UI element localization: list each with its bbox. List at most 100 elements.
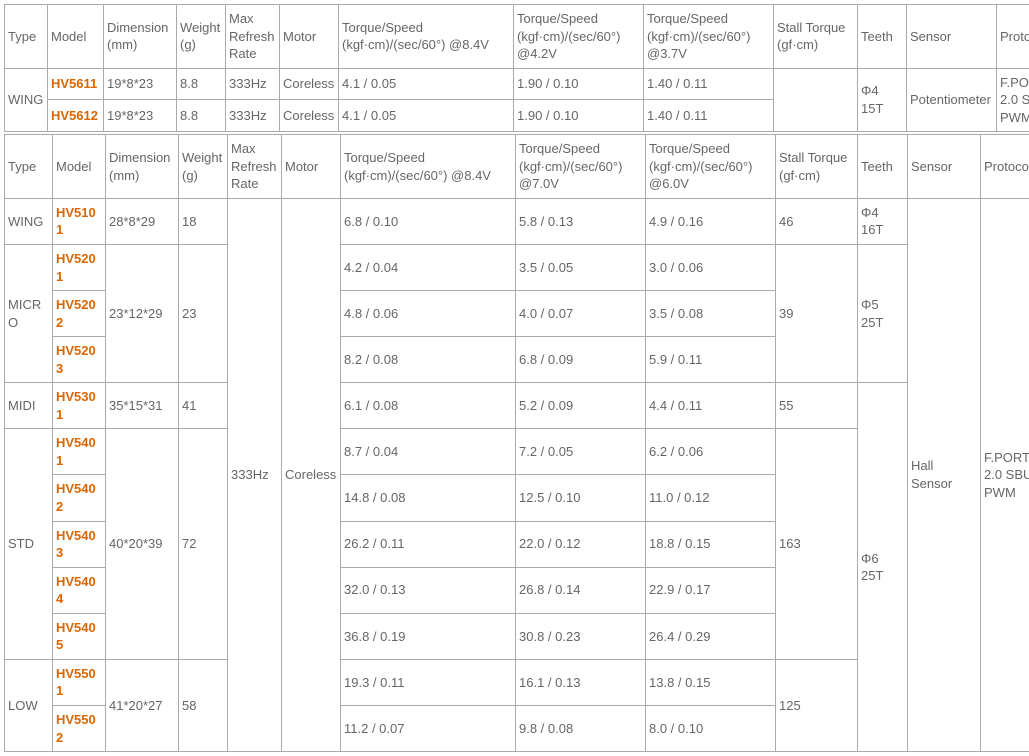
cell-ts42: 1.90 / 0.10: [514, 100, 644, 132]
cell-teeth: Φ5 25T: [858, 245, 908, 383]
cell-ts70: 22.0 / 0.12: [516, 521, 646, 567]
cell-refresh: 333Hz: [226, 68, 280, 100]
cell-ts84: 8.7 / 0.04: [341, 429, 516, 475]
model-link[interactable]: HV5501: [53, 659, 106, 705]
col-model: Model: [53, 135, 106, 199]
cell-dimension: 19*8*23: [104, 68, 177, 100]
model-link[interactable]: HV5404: [53, 567, 106, 613]
cell-motor: Coreless: [280, 68, 339, 100]
model-link[interactable]: HV5612: [48, 100, 104, 132]
cell-ts84: 32.0 / 0.13: [341, 567, 516, 613]
cell-stall: 163: [776, 429, 858, 659]
col-model: Model: [48, 5, 104, 69]
table-row: WING HV5101 28*8*29 18 333Hz Coreless 6.…: [5, 198, 1029, 244]
model-link[interactable]: HV5403: [53, 521, 106, 567]
cell-stall: 46: [776, 198, 858, 244]
model-link[interactable]: HV5405: [53, 613, 106, 659]
cell-ts60: 6.2 / 0.06: [646, 429, 776, 475]
col-type: Type: [5, 135, 53, 199]
cell-ts60: 4.4 / 0.11: [646, 383, 776, 429]
cell-ts60: 3.0 / 0.06: [646, 245, 776, 291]
model-link[interactable]: HV5202: [53, 291, 106, 337]
table-row: WING HV5611 19*8*23 8.8 333Hz Coreless 4…: [5, 68, 1029, 100]
cell-ts70: 26.8 / 0.14: [516, 567, 646, 613]
cell-ts70: 5.2 / 0.09: [516, 383, 646, 429]
cell-ts70: 30.8 / 0.23: [516, 613, 646, 659]
table-header-row: Type Model Dimension (mm) Weight (g) Max…: [5, 135, 1029, 199]
cell-type: LOW: [5, 659, 53, 751]
col-stall: Stall Torque (gf·cm): [776, 135, 858, 199]
cell-weight: 23: [179, 245, 228, 383]
model-link[interactable]: HV5203: [53, 337, 106, 383]
col-type: Type: [5, 5, 48, 69]
cell-stall: [774, 68, 858, 132]
cell-dimension: 19*8*23: [104, 100, 177, 132]
col-ts70: Torque/Speed (kgf·cm)/(sec/60°) @7.0V: [516, 135, 646, 199]
col-ts37: Torque/Speed (kgf·cm)/(sec/60°) @3.7V: [644, 5, 774, 69]
col-ts84: Torque/Speed (kgf·cm)/(sec/60°) @8.4V: [339, 5, 514, 69]
col-ts84: Torque/Speed (kgf·cm)/(sec/60°) @8.4V: [341, 135, 516, 199]
cell-type: STD: [5, 429, 53, 659]
cell-ts60: 13.8 / 0.15: [646, 659, 776, 705]
model-link[interactable]: HV5201: [53, 245, 106, 291]
col-stall: Stall Torque (gf·cm): [774, 5, 858, 69]
cell-ts84: 4.2 / 0.04: [341, 245, 516, 291]
cell-ts84: 36.8 / 0.19: [341, 613, 516, 659]
cell-refresh: 333Hz: [226, 100, 280, 132]
table-header-row: Type Model Dimension (mm) Weight (g) Max…: [5, 5, 1029, 69]
col-ts42: Torque/Speed (kgf·cm)/(sec/60°) @4.2V: [514, 5, 644, 69]
col-ts60: Torque/Speed (kgf·cm)/(sec/60°) @6.0V: [646, 135, 776, 199]
cell-weight: 18: [179, 198, 228, 244]
cell-type: MIDI: [5, 383, 53, 429]
col-motor: Motor: [280, 5, 339, 69]
cell-dimension: 40*20*39: [106, 429, 179, 659]
cell-ts84: 6.8 / 0.10: [341, 198, 516, 244]
cell-weight: 58: [179, 659, 228, 751]
col-protocol: Protocol: [997, 5, 1029, 69]
col-sensor: Sensor: [907, 5, 997, 69]
model-link[interactable]: HV5301: [53, 383, 106, 429]
cell-ts37: 1.40 / 0.11: [644, 100, 774, 132]
cell-stall: 39: [776, 245, 858, 383]
cell-ts84: 4.1 / 0.05: [339, 100, 514, 132]
table-row: MIDI HV5301 35*15*31 41 6.1 / 0.08 5.2 /…: [5, 383, 1029, 429]
cell-ts37: 1.40 / 0.11: [644, 68, 774, 100]
cell-ts70: 16.1 / 0.13: [516, 659, 646, 705]
cell-sensor: Hall Sensor: [908, 198, 981, 751]
cell-ts42: 1.90 / 0.10: [514, 68, 644, 100]
cell-protocol: F.PORT 2.0 SBUS PWM: [997, 68, 1029, 132]
cell-ts84: 11.2 / 0.07: [341, 705, 516, 751]
cell-weight: 72: [179, 429, 228, 659]
model-link[interactable]: HV5401: [53, 429, 106, 475]
col-protocol: Protocol: [981, 135, 1029, 199]
cell-ts84: 26.2 / 0.11: [341, 521, 516, 567]
cell-type: WING: [5, 198, 53, 244]
table-row: MICRO HV5201 23*12*29 23 4.2 / 0.04 3.5 …: [5, 245, 1029, 291]
cell-sensor: Potentiometer: [907, 68, 997, 132]
cell-ts84: 14.8 / 0.08: [341, 475, 516, 521]
cell-dimension: 23*12*29: [106, 245, 179, 383]
cell-refresh: 333Hz: [228, 198, 282, 751]
cell-ts84: 19.3 / 0.11: [341, 659, 516, 705]
cell-weight: 8.8: [177, 68, 226, 100]
col-teeth: Teeth: [858, 5, 907, 69]
cell-ts84: 4.1 / 0.05: [339, 68, 514, 100]
model-link[interactable]: HV5101: [53, 198, 106, 244]
cell-ts70: 4.0 / 0.07: [516, 291, 646, 337]
model-link[interactable]: HV5402: [53, 475, 106, 521]
model-link[interactable]: HV5611: [48, 68, 104, 100]
col-refresh: Max Refresh Rate: [226, 5, 280, 69]
cell-type: MICRO: [5, 245, 53, 383]
col-motor: Motor: [282, 135, 341, 199]
cell-ts60: 11.0 / 0.12: [646, 475, 776, 521]
model-link[interactable]: HV5502: [53, 705, 106, 751]
cell-weight: 41: [179, 383, 228, 429]
cell-stall: 55: [776, 383, 858, 429]
col-weight: Weight (g): [177, 5, 226, 69]
cell-motor: Coreless: [282, 198, 341, 751]
col-dimension: Dimension (mm): [104, 5, 177, 69]
col-refresh: Max Refresh Rate: [228, 135, 282, 199]
cell-ts60: 8.0 / 0.10: [646, 705, 776, 751]
cell-ts70: 5.8 / 0.13: [516, 198, 646, 244]
cell-dimension: 28*8*29: [106, 198, 179, 244]
